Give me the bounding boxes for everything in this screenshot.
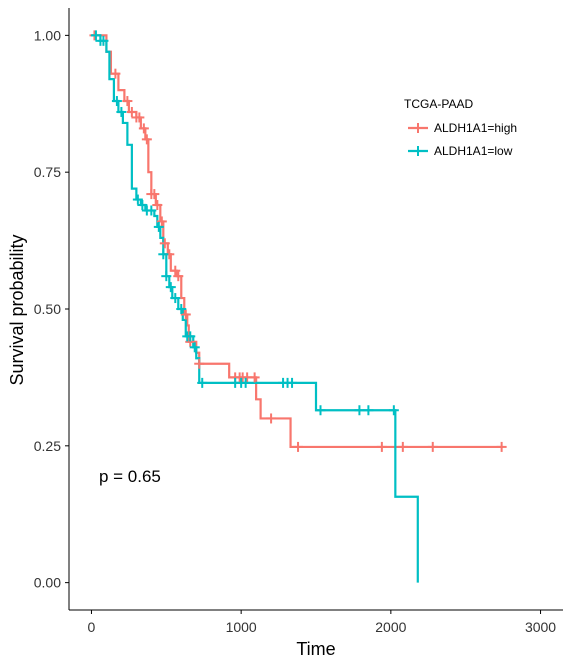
censor-mark-low: [189, 342, 200, 353]
censor-mark-high: [170, 265, 181, 276]
censor-mark-high: [194, 358, 205, 369]
censor-mark-high: [496, 441, 507, 452]
x-tick-label: 3000: [525, 619, 556, 635]
censor-mark-low: [158, 249, 169, 260]
censor-mark-low: [176, 304, 187, 314]
censor-mark-low: [197, 377, 208, 388]
censor-mark-high: [159, 238, 170, 249]
legend-label: ALDH1A1=low: [434, 144, 513, 158]
censor-mark-high: [180, 309, 191, 320]
censor-mark-low: [161, 271, 172, 282]
censor-mark-high: [427, 441, 438, 452]
censor-mark-low: [153, 221, 164, 232]
censor-mark-low: [146, 205, 157, 216]
censor-mark-low: [287, 377, 298, 388]
censor-mark-high: [126, 106, 137, 117]
y-tick-label: 0.00: [34, 575, 61, 591]
censor-mark-high: [110, 68, 121, 79]
censor-mark-low: [98, 35, 109, 46]
legend-items: ALDH1A1=high ALDH1A1=low: [408, 121, 517, 158]
censor-mark-high: [376, 441, 387, 452]
censor-mark-low: [185, 331, 196, 342]
y-tick-label: 0.50: [34, 301, 61, 317]
survival-curves: [91, 34, 504, 583]
censor-mark-low: [170, 293, 181, 304]
y-tick-label: 1.00: [34, 27, 61, 43]
y-tick-label: 0.25: [34, 438, 61, 454]
censor-mark-high: [122, 96, 133, 107]
legend-title: TCGA-PAAD: [404, 97, 473, 111]
x-axis-label: Time: [296, 639, 335, 659]
censor-mark-high: [249, 372, 260, 383]
censor-mark-low: [315, 405, 326, 416]
censor-mark-high: [149, 189, 160, 200]
censor-mark-high: [138, 123, 149, 134]
legend: TCGA-PAAD ALDH1A1=high ALDH1A1=low: [404, 97, 517, 158]
censor-mark-high: [156, 216, 167, 227]
censor-mark-low: [116, 106, 127, 117]
censor-mark-low: [111, 96, 122, 107]
censor-mark-low: [90, 30, 101, 41]
censor-mark-low: [137, 200, 148, 211]
censor-mark-low: [165, 282, 176, 293]
p-value-annotation: p = 0.65: [99, 467, 161, 486]
censor-mark-high: [173, 271, 184, 282]
y-tick-label: 0.75: [34, 164, 61, 180]
legend-item-high: ALDH1A1=high: [408, 121, 517, 135]
x-tick-label: 1000: [226, 619, 257, 635]
censor-mark-high: [266, 413, 277, 424]
censor-mark-low: [388, 405, 399, 416]
censor-mark-high: [293, 441, 304, 452]
y-axis-label: Survival probability: [7, 234, 27, 385]
censor-mark-low: [132, 194, 143, 205]
censor-mark-low: [354, 405, 365, 416]
x-tick-label: 0: [88, 619, 96, 635]
axes: [68, 8, 563, 611]
legend-item-low: ALDH1A1=low: [408, 144, 513, 158]
y-ticks: 0.00 0.25 0.50 0.75 1.00: [34, 27, 69, 591]
censor-mark-high: [134, 112, 145, 123]
censor-mark-low: [240, 377, 251, 388]
censor-mark-high: [397, 441, 408, 452]
x-tick-label: 2000: [375, 619, 406, 635]
censor-mark-high: [152, 200, 163, 211]
x-ticks: 0 1000 2000 3000: [88, 610, 556, 635]
censor-mark-low: [363, 405, 374, 416]
censor-marks: [89, 30, 507, 452]
legend-label: ALDH1A1=high: [434, 121, 517, 135]
censor-mark-high: [141, 134, 152, 145]
